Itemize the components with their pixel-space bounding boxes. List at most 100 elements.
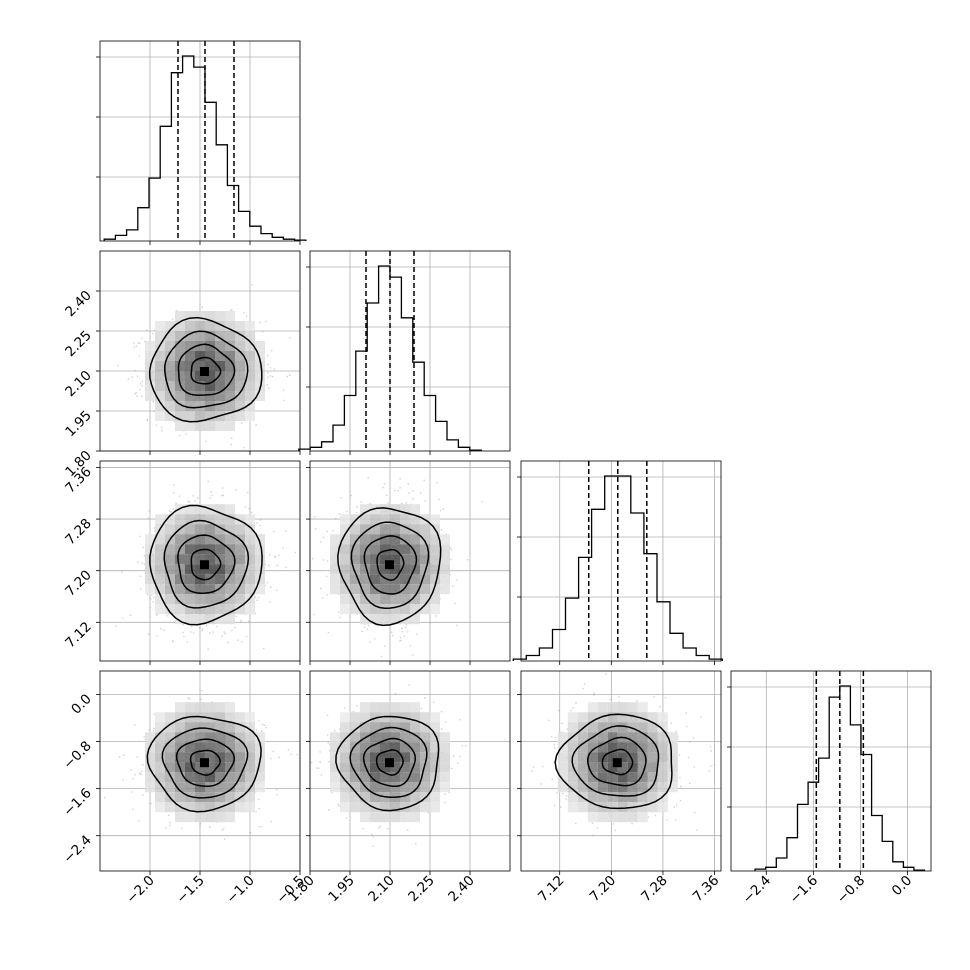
- density-cell: [577, 762, 588, 773]
- density-cell: [165, 381, 175, 391]
- density-cell: [225, 534, 235, 545]
- density-cell: [195, 331, 205, 341]
- density-cell: [430, 712, 440, 723]
- panel-frame: [99, 250, 301, 452]
- density-cell: [155, 514, 165, 525]
- density-cell: [205, 321, 215, 331]
- density-cell: [430, 544, 440, 555]
- density-cell: [390, 772, 400, 783]
- density-cell: [145, 732, 155, 743]
- x-tick-label: −1.5: [173, 873, 207, 907]
- contour-line: [175, 738, 236, 788]
- density-cell: [380, 772, 390, 783]
- contour-line: [177, 534, 236, 594]
- contour-line: [163, 519, 250, 609]
- density-cell: [380, 594, 390, 605]
- density-cell: [155, 762, 165, 773]
- density-cell: [410, 782, 420, 793]
- density-peak: [200, 560, 209, 570]
- density-cell: [430, 514, 440, 525]
- density-cell: [235, 361, 245, 371]
- density-cell: [400, 604, 410, 615]
- density-cell: [360, 504, 370, 515]
- density-cell: [175, 331, 185, 341]
- density-cell: [175, 712, 185, 723]
- density-cell: [360, 604, 370, 615]
- density-cell: [657, 782, 668, 793]
- density-cell: [155, 391, 165, 401]
- density-cell: [627, 712, 638, 723]
- density-cell: [175, 782, 185, 793]
- contour-line: [189, 749, 221, 776]
- density-cell: [330, 772, 340, 783]
- scatter-content: [310, 684, 467, 847]
- density-cell: [420, 782, 430, 793]
- density-cell: [410, 604, 420, 615]
- density-cell: [165, 732, 175, 743]
- density-cell: [607, 792, 618, 803]
- density-cell: [587, 762, 598, 773]
- density-cell: [430, 742, 440, 753]
- density-cell: [400, 742, 410, 753]
- density-cell: [215, 514, 225, 525]
- density-cell: [350, 722, 360, 733]
- density-cell: [255, 361, 265, 371]
- density-cell: [155, 604, 165, 615]
- density-cell: [205, 604, 215, 615]
- density-cell: [340, 564, 350, 575]
- density-cell: [617, 742, 628, 753]
- density-cell: [235, 391, 245, 401]
- panel-frame: [99, 460, 301, 662]
- panel-frame: [99, 40, 301, 242]
- density-cell: [587, 722, 598, 733]
- density-cell: [245, 514, 255, 525]
- density-cell: [597, 812, 608, 823]
- density-cell: [195, 782, 205, 793]
- density-cell: [175, 614, 185, 625]
- density-cell: [195, 802, 205, 813]
- density-cell: [215, 331, 225, 341]
- density-cell: [185, 762, 195, 773]
- density-cell: [245, 411, 255, 421]
- density-cell: [440, 772, 450, 783]
- density-cell: [360, 702, 370, 713]
- density-cell: [145, 782, 155, 793]
- density-cell: [390, 732, 400, 743]
- density-cell: [185, 722, 195, 733]
- density-cell: [587, 802, 598, 813]
- density-cell: [370, 614, 380, 625]
- density-cell: [627, 752, 638, 763]
- density-cell: [657, 752, 668, 763]
- density-cell: [400, 574, 410, 585]
- density-cell: [245, 574, 255, 585]
- density-cell: [330, 584, 340, 595]
- density-cell: [350, 732, 360, 743]
- panel-frame: [520, 670, 722, 872]
- density-cell: [235, 351, 245, 361]
- density-cell: [225, 584, 235, 595]
- density-cell: [215, 361, 225, 371]
- density-cell: [165, 762, 175, 773]
- density-cell: [400, 534, 410, 545]
- density-cell: [205, 782, 215, 793]
- density-cell: [627, 812, 638, 823]
- density-cell: [657, 802, 668, 813]
- density-cell: [567, 782, 578, 793]
- density-cell: [400, 802, 410, 813]
- density-cell: [577, 802, 588, 813]
- density-cell: [380, 802, 390, 813]
- density-cell: [577, 772, 588, 783]
- density-cell: [360, 574, 370, 585]
- density-cell: [215, 534, 225, 545]
- density-cell: [607, 742, 618, 753]
- density-cell: [567, 742, 578, 753]
- density-cell: [350, 584, 360, 595]
- density-cell: [637, 782, 648, 793]
- density-cell: [205, 351, 215, 361]
- density-cell: [205, 802, 215, 813]
- density-cell: [165, 584, 175, 595]
- density-cell: [400, 594, 410, 605]
- density-cell: [410, 732, 420, 743]
- density-cell: [185, 311, 195, 321]
- density-cell: [340, 604, 350, 615]
